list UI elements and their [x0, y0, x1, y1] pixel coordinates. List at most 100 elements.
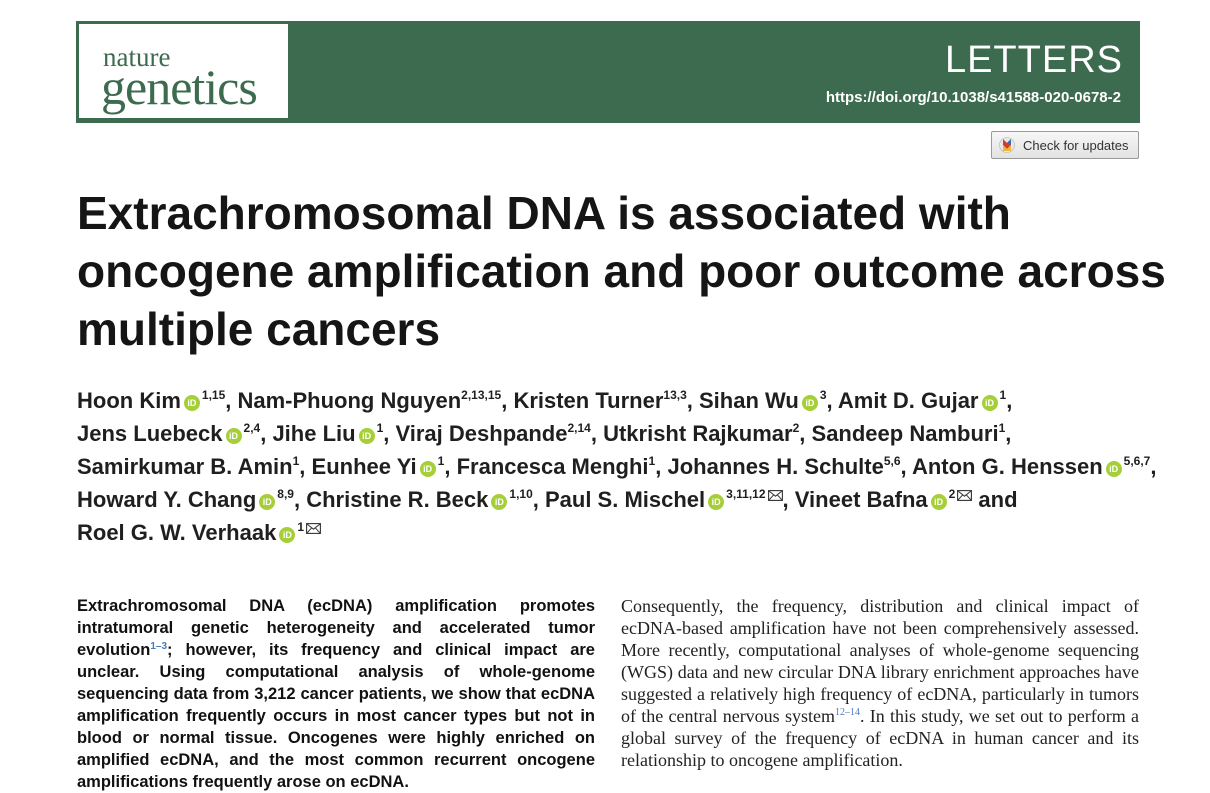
affiliation-superscript: 3	[819, 388, 827, 402]
author-name[interactable]: Howard Y. Chang	[77, 487, 257, 512]
abstract-text-1: Extrachromosomal DNA (ecDNA) amplificati…	[77, 597, 595, 659]
affiliation-superscript: 1	[999, 388, 1007, 402]
author-entry: Christine R. Beck iD1,10	[306, 487, 533, 512]
orcid-icon[interactable]: iD	[183, 395, 200, 411]
author-separator: ,	[1150, 454, 1157, 479]
author-entry: Anton G. Henssen iD5,6,7	[912, 454, 1150, 479]
affiliation-superscript: 3,11,12	[726, 487, 766, 501]
author-name[interactable]: Viraj Deshpande	[395, 421, 568, 446]
orcid-icon[interactable]: iD	[801, 395, 818, 411]
author-separator: ,	[590, 421, 604, 446]
affiliation-superscript: 1,15	[201, 388, 226, 402]
journal-logo[interactable]: nature genetics	[78, 23, 289, 119]
orcid-icon[interactable]: iD	[279, 527, 296, 543]
author-entry: Utkrisht Rajkumar2	[603, 421, 799, 446]
affiliation-superscript: 1,10	[509, 487, 533, 501]
citation-ref[interactable]: 1–3	[150, 641, 168, 652]
check-for-updates-button[interactable]: Check for updates	[991, 131, 1139, 159]
author-name[interactable]: Amit D. Gujar	[837, 388, 979, 413]
orcid-icon[interactable]: iD	[1105, 461, 1122, 477]
affiliation-superscript: 1	[648, 454, 656, 468]
journal-header: nature genetics LETTERS https://doi.org/…	[76, 21, 1140, 123]
author-entry: Samirkumar B. Amin1	[77, 454, 299, 479]
orcid-icon[interactable]: iD	[930, 494, 947, 510]
author-entry: Roel G. W. Verhaak iD1	[77, 520, 321, 545]
author-name[interactable]: Sandeep Namburi	[811, 421, 999, 446]
author-name[interactable]: Kristen Turner	[513, 388, 664, 413]
author-separator: ,	[444, 454, 457, 479]
orcid-icon[interactable]: iD	[981, 395, 998, 411]
author-list: Hoon Kim iD1,15, Nam-Phuong Nguyen2,13,15…	[77, 384, 1157, 549]
author-separator: ,	[655, 454, 668, 479]
author-entry: Amit D. Gujar iD1	[838, 388, 1006, 413]
author-entry: Viraj Deshpande2,14	[395, 421, 590, 446]
email-icon[interactable]	[957, 490, 973, 501]
affiliation-superscript: 1	[376, 421, 384, 435]
author-name[interactable]: Samirkumar B. Amin	[77, 454, 293, 479]
email-icon[interactable]	[767, 490, 783, 501]
crossmark-icon	[999, 137, 1015, 153]
author-separator: ,	[1006, 388, 1013, 413]
author-name[interactable]: Jens Luebeck	[77, 421, 223, 446]
author-name[interactable]: Utkrisht Rajkumar	[603, 421, 793, 446]
orcid-icon[interactable]: iD	[491, 494, 508, 510]
affiliation-superscript: 5,6	[883, 454, 901, 468]
author-separator: ,	[383, 421, 396, 446]
author-separator: ,	[900, 454, 912, 479]
author-entry: Jihe Liu iD1	[272, 421, 383, 446]
citation-ref[interactable]: 12–14	[834, 707, 860, 718]
author-separator: ,	[260, 421, 273, 446]
author-separator: ,	[299, 454, 312, 479]
abstract-text-2: ; however, its frequency and clinical im…	[77, 641, 595, 791]
orcid-icon[interactable]: iD	[419, 461, 436, 477]
orcid-icon[interactable]: iD	[358, 428, 375, 444]
author-separator: ,	[225, 388, 238, 413]
author-entry: Jens Luebeck iD2,4	[77, 421, 260, 446]
author-name[interactable]: Johannes H. Schulte	[667, 454, 884, 479]
author-separator: and	[972, 487, 1018, 512]
author-entry: Sandeep Namburi1	[812, 421, 1006, 446]
author-entry: Paul S. Mischel iD3,11,12	[545, 487, 783, 512]
orcid-icon[interactable]: iD	[708, 494, 725, 510]
abstract-paragraph: Extrachromosomal DNA (ecDNA) amplificati…	[77, 595, 595, 793]
affiliation-superscript: 13,3	[663, 388, 687, 402]
check-for-updates-label: Check for updates	[1023, 137, 1129, 153]
author-separator: ,	[686, 388, 699, 413]
author-entry: Francesca Menghi1	[457, 454, 656, 479]
logo-word-nature: nature	[103, 42, 171, 72]
affiliation-superscript: 5,6,7	[1123, 454, 1151, 468]
author-entry: Eunhee Yi iD1	[312, 454, 445, 479]
author-entry: Howard Y. Chang iD8,9	[77, 487, 294, 512]
author-name[interactable]: Christine R. Beck	[306, 487, 489, 512]
author-name[interactable]: Roel G. W. Verhaak	[77, 520, 277, 545]
author-separator: ,	[501, 388, 514, 413]
author-separator: ,	[826, 388, 838, 413]
orcid-icon[interactable]: iD	[225, 428, 242, 444]
section-label: LETTERS	[944, 39, 1123, 81]
email-icon[interactable]	[306, 523, 321, 534]
orcid-icon[interactable]: iD	[259, 494, 276, 510]
affiliation-superscript: 1	[292, 454, 300, 468]
author-name[interactable]: Hoon Kim	[77, 388, 181, 413]
affiliation-superscript: 2	[792, 421, 800, 435]
author-name[interactable]: Paul S. Mischel	[544, 487, 706, 512]
author-name[interactable]: Anton G. Henssen	[911, 454, 1103, 479]
author-separator: ,	[532, 487, 545, 512]
affiliation-superscript: 2,4	[243, 421, 261, 435]
author-name[interactable]: Vineet Bafna	[794, 487, 928, 512]
author-separator: ,	[799, 421, 812, 446]
author-entry: Sihan Wu iD3	[699, 388, 827, 413]
author-name[interactable]: Sihan Wu	[698, 388, 799, 413]
author-entry: Johannes H. Schulte5,6	[667, 454, 900, 479]
affiliation-superscript: 2,13,15	[461, 388, 502, 402]
author-entry: Vineet Bafna iD2	[795, 487, 973, 512]
author-name[interactable]: Francesca Menghi	[456, 454, 649, 479]
doi-link[interactable]: https://doi.org/10.1038/s41588-020-0678-…	[825, 89, 1121, 106]
affiliation-superscript: 2	[948, 487, 956, 501]
author-name[interactable]: Nam-Phuong Nguyen	[237, 388, 462, 413]
author-entry: Hoon Kim iD1,15	[77, 388, 225, 413]
affiliation-superscript: 8,9	[277, 487, 294, 501]
affiliation-superscript: 1	[998, 421, 1006, 435]
author-name[interactable]: Jihe Liu	[272, 421, 356, 446]
author-name[interactable]: Eunhee Yi	[311, 454, 417, 479]
